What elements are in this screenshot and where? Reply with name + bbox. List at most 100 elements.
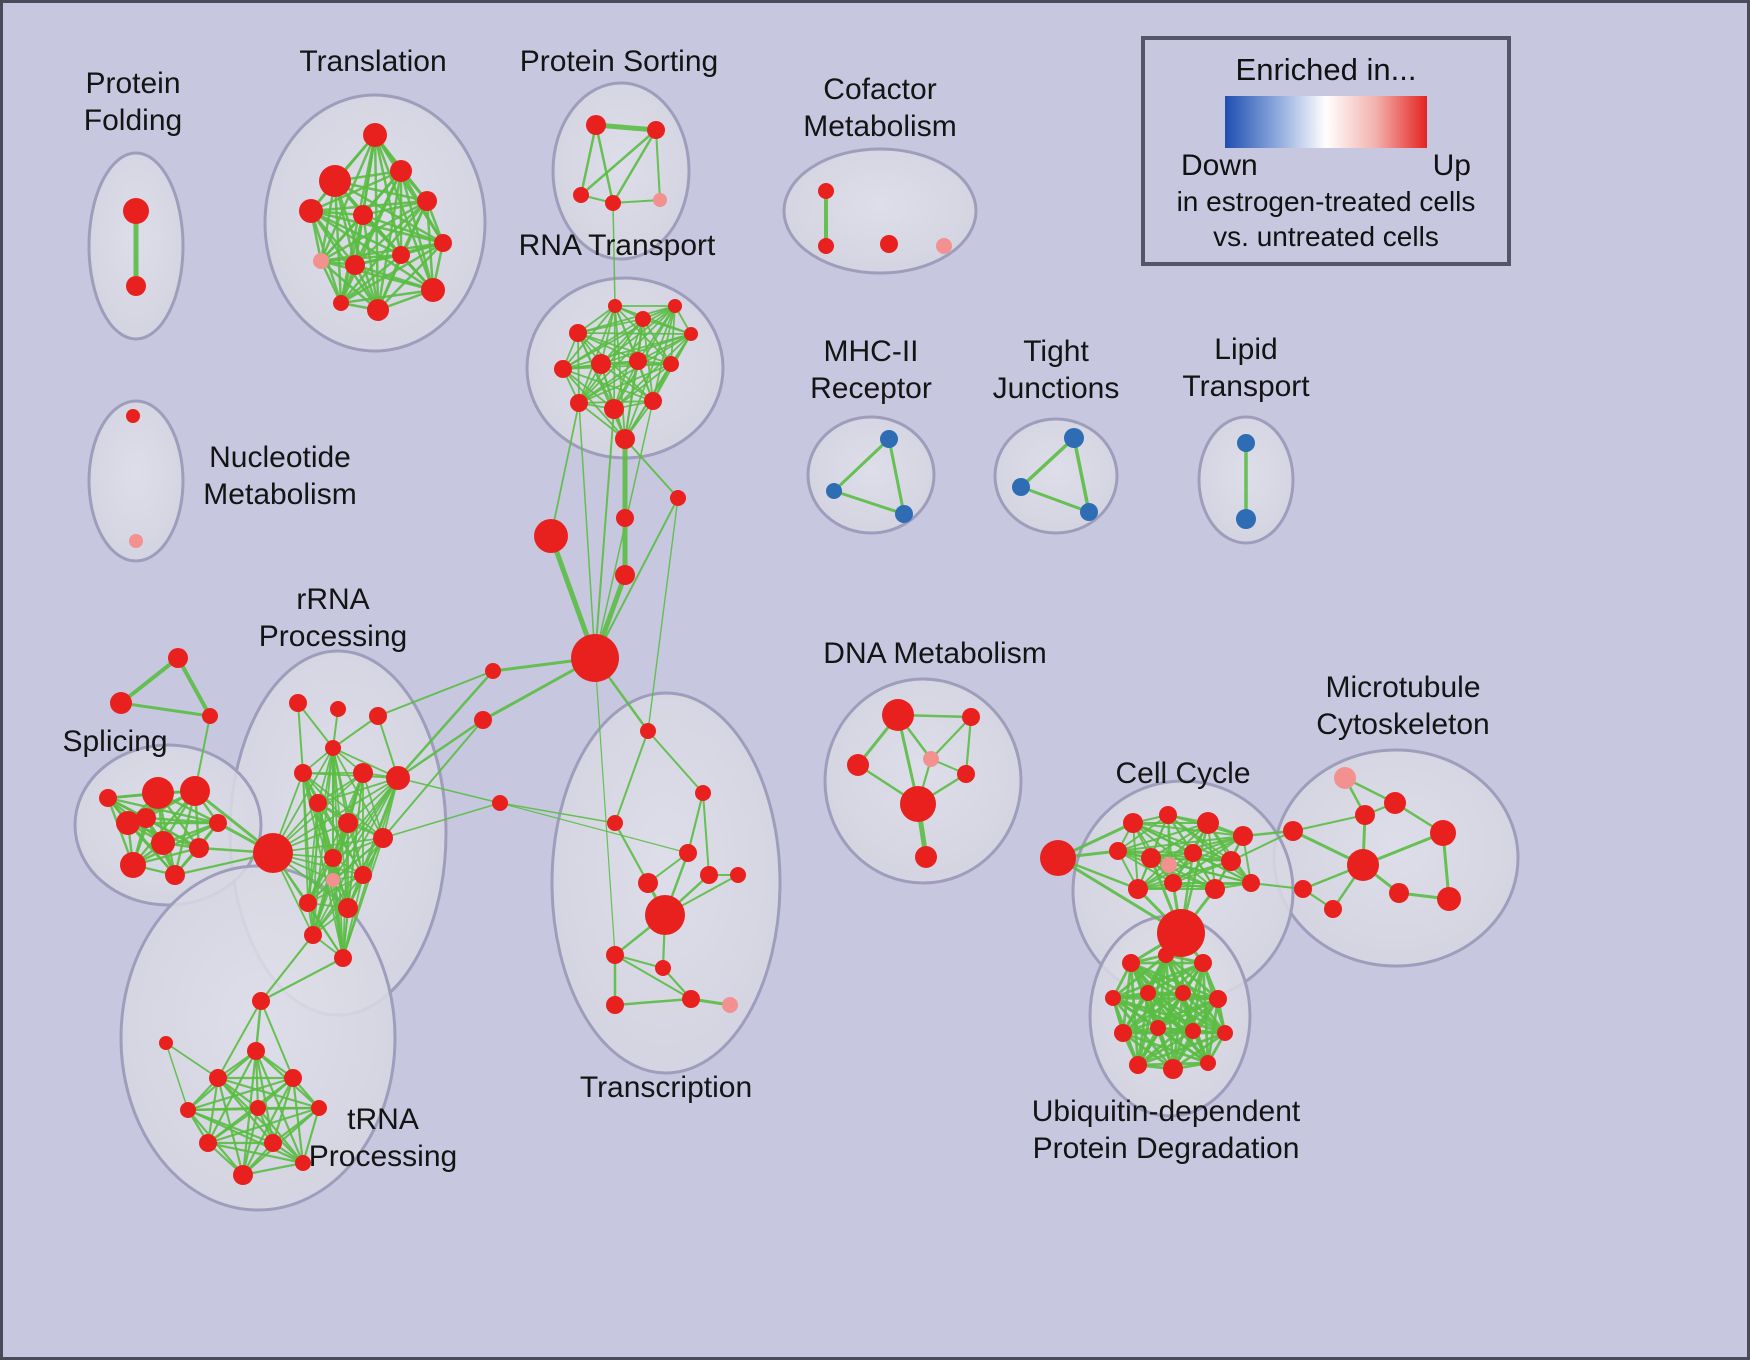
network-node [136,808,156,828]
network-node [1205,879,1225,899]
network-node [126,276,146,296]
network-node [116,811,140,835]
network-edge [377,670,494,717]
cluster-ellipse-protein-sorting [551,81,691,261]
network-node [554,360,572,378]
network-edge [1172,860,1232,884]
network-edge [319,259,380,312]
network-edge [272,747,334,854]
network-node [367,299,389,321]
network-node [1040,840,1076,876]
network-node [1129,1056,1147,1074]
network-edge [578,402,596,659]
network-node [638,873,658,893]
cluster-ellipse-transcription [550,691,782,1075]
network-node [606,946,624,964]
network-edge [579,128,658,197]
network-node [608,299,622,313]
network-edge [1117,814,1169,852]
legend-title: Enriched in... [1235,52,1417,87]
network-edge [594,123,615,205]
network-edge [260,1000,294,1079]
network-edge [624,438,679,499]
network-node [895,505,913,523]
network-edge [319,199,429,263]
network-node [304,926,322,944]
network-edge [339,253,403,305]
network-node [882,699,914,731]
network-node [957,765,975,783]
network-node [421,278,445,302]
network-edge [254,1049,275,1145]
network-node [353,763,373,783]
network-edge [241,1106,260,1177]
network-node [390,160,412,182]
network-node [569,324,587,342]
network-node [1294,880,1312,898]
network-edge [1292,814,1366,832]
network-edge [577,332,639,362]
network-node [629,352,647,370]
network-edge [1121,991,1185,1035]
network-edge [686,791,705,855]
network-node [730,867,746,883]
network-node [1430,820,1456,846]
network-node [392,246,410,264]
network-node [180,1102,196,1118]
network-node [417,191,437,211]
network-edge [241,1161,305,1177]
network-node [570,394,588,412]
network-node [936,238,952,254]
network-node [129,534,143,548]
network-node [534,519,568,553]
network-node [99,789,117,807]
network-edge [499,802,616,824]
network-edge [550,402,580,537]
cluster-ellipse-microtubule-cytoskeleton [1272,748,1520,968]
legend-caption-line2: vs. untreated cells [1213,221,1439,252]
network-node [319,165,351,197]
cluster-ellipse-cofactor-metabolism [782,147,978,275]
network-node [126,409,140,423]
network-node [1150,1020,1166,1036]
legend: Enriched in... Down Up in estrogen-treat… [1141,36,1511,266]
network-edge [1156,997,1220,1030]
legend-caption-line1: in estrogen-treated cells [1176,186,1476,217]
network-edge [291,1076,305,1165]
network-edge [655,129,661,201]
network-node [605,195,621,211]
network-node [700,866,718,884]
network-edge [317,777,399,804]
network-node [818,183,834,199]
network-edge [206,1106,260,1145]
network-edge [702,792,710,876]
network-node [1175,985,1191,1001]
network-node [1233,826,1253,846]
network-edge [339,288,435,305]
network-node [1163,1059,1183,1079]
network-node [653,193,667,207]
network-edge [382,802,501,839]
network-edge [312,879,334,936]
network-edge [562,368,626,440]
network-node [1161,857,1177,873]
network-node [142,777,174,809]
network-node [299,199,323,223]
network-node [880,235,898,253]
network-node [309,794,327,812]
network-node [434,234,452,252]
network-node [363,123,387,147]
network-edge [312,777,399,936]
network-edge [309,199,429,213]
network-edge [312,857,334,936]
network-node [1123,813,1143,833]
network-node [682,990,700,1008]
network-edge [624,360,639,440]
network-edge [1181,991,1227,1035]
network-node [923,751,939,767]
network-edge [832,437,891,493]
network-edge [307,772,364,904]
network-node [299,894,317,912]
network-node [1194,954,1212,972]
network-node [586,115,606,135]
